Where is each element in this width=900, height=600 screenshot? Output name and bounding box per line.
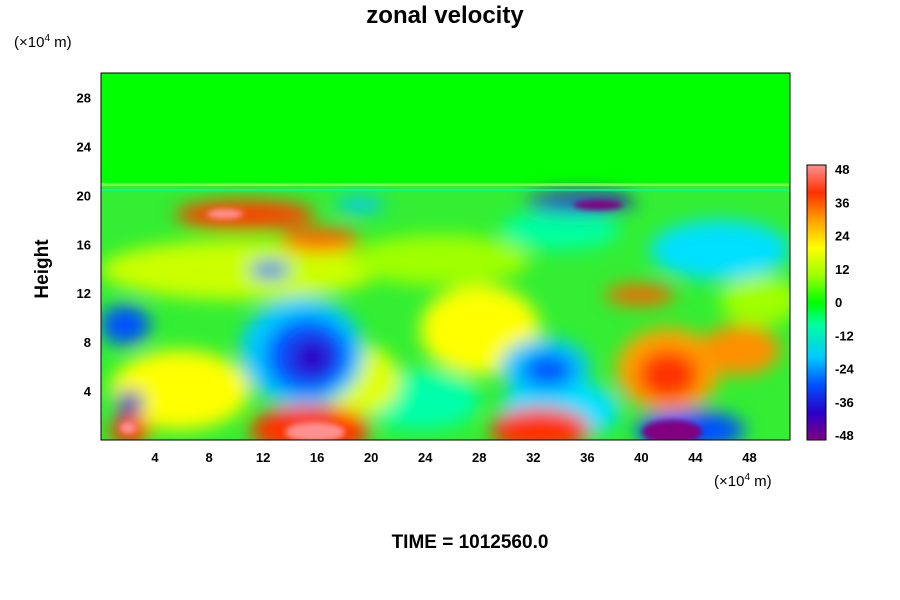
x-tick-label: 16 xyxy=(310,450,324,465)
colorbar: 48 36 24 12 0 -12 -24 -36 -48 xyxy=(806,162,855,443)
colorbar-tick-label: -48 xyxy=(835,428,854,443)
colorbar-tick-label: -24 xyxy=(835,362,855,377)
velocity-field xyxy=(101,73,790,440)
y-tick-label: 16 xyxy=(77,237,91,252)
colorbar-tick-label: -12 xyxy=(835,328,854,343)
colorbar-tick-label: 36 xyxy=(835,195,849,210)
time-label: TIME = 1012560.0 xyxy=(391,532,549,553)
x-tick-label: 36 xyxy=(580,450,594,465)
y-axis-unit: (×104 m) xyxy=(14,33,72,51)
colorbar-tick-label: 0 xyxy=(835,295,842,310)
y-tick-label: 20 xyxy=(77,188,91,203)
colorbar-tick-label: 48 xyxy=(835,162,849,177)
x-tick-label: 24 xyxy=(418,450,433,465)
chart-title: zonal velocity xyxy=(366,2,524,29)
y-axis-ticks: 4 8 12 16 20 24 28 xyxy=(77,90,92,399)
x-tick-label: 8 xyxy=(205,450,212,465)
y-tick-label: 4 xyxy=(84,384,92,399)
x-tick-label: 40 xyxy=(634,450,648,465)
x-tick-label: 12 xyxy=(256,450,270,465)
x-tick-label: 48 xyxy=(742,450,756,465)
x-axis-ticks: 4 8 12 16 20 24 28 32 36 40 44 48 xyxy=(151,450,756,465)
x-tick-label: 28 xyxy=(472,450,486,465)
x-tick-label: 4 xyxy=(151,450,159,465)
colorbar-tick-label: 12 xyxy=(835,262,849,277)
x-tick-label: 20 xyxy=(364,450,378,465)
y-tick-label: 8 xyxy=(84,335,91,350)
y-tick-label: 12 xyxy=(77,286,91,301)
colorbar-tick-label: 24 xyxy=(835,229,850,244)
y-tick-label: 28 xyxy=(77,90,91,105)
x-axis-unit: (×104 m) xyxy=(714,472,772,490)
x-tick-label: 44 xyxy=(688,450,703,465)
x-tick-label: 32 xyxy=(526,450,540,465)
colorbar-tick-label: -36 xyxy=(835,395,854,410)
y-tick-label: 24 xyxy=(77,139,92,154)
